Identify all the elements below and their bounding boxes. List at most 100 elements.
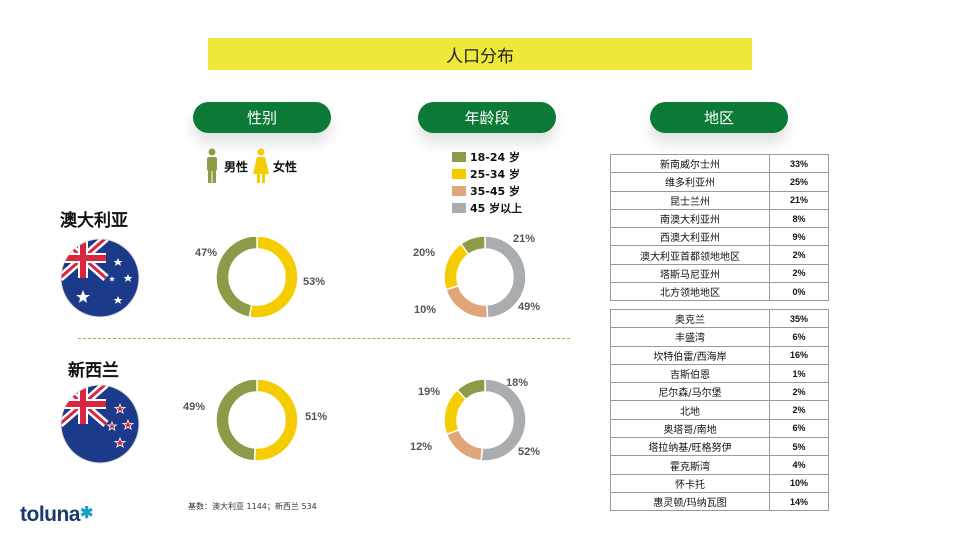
table-row: 塔拉纳基/旺格努伊 5% (610, 437, 829, 457)
region-name-cell: 南澳大利亚州 (610, 208, 770, 229)
table-row: 尼尔森/马尔堡 2% (610, 382, 829, 402)
donut-slice (445, 284, 489, 319)
table-row: 怀卡托 10% (610, 473, 829, 493)
region-value-cell: 33% (769, 153, 829, 174)
table-row: 维多利亚州 25% (610, 172, 829, 192)
region-name-cell: 奥克兰 (610, 308, 770, 329)
table-row: 塔斯马尼亚州 2% (610, 263, 829, 284)
region-name-cell: 塔斯马尼亚州 (610, 263, 770, 284)
new-zealand-flag-icon (60, 384, 140, 464)
region-value-cell: 2% (769, 400, 829, 420)
gender-header: 性别 (193, 102, 331, 133)
data-label-nz-male: 49% (183, 401, 206, 413)
nz-gender-donut (215, 378, 299, 462)
legend-label: 35-45 岁 (470, 184, 521, 198)
donut-slice (443, 242, 470, 291)
table-row: 北方领地地区 0% (610, 282, 829, 302)
donut-slice (456, 378, 486, 401)
data-label-au-25-34: 20% (413, 247, 436, 259)
region-value-cell: 16% (769, 345, 829, 365)
gender-legend: 男性 女性 (204, 148, 297, 184)
logo-text: toluna (20, 503, 81, 526)
region-name-cell: 昆士兰州 (610, 190, 770, 210)
base-note: 基数：澳大利亚 1144；新西兰 534 (188, 502, 317, 511)
data-label-nz-45-plus: 52% (518, 446, 541, 458)
table-row: 惠灵顿/玛纳瓦图 14% (610, 491, 829, 512)
data-label-nz-female: 51% (305, 411, 328, 423)
logo-star-icon: ✱ (80, 505, 93, 522)
region-value-cell: 2% (769, 382, 829, 402)
male-label: 男性 (224, 159, 249, 174)
au-age-donut (443, 235, 527, 319)
region-name-cell: 维多利亚州 (610, 172, 770, 192)
region-name-cell: 塔拉纳基/旺格努伊 (610, 437, 770, 457)
donut-slice (253, 378, 299, 462)
region-name-cell: 惠灵顿/玛纳瓦图 (610, 491, 770, 512)
region-name-cell: 北方领地地区 (610, 282, 770, 302)
table-row: 南澳大利亚州 8% (610, 208, 829, 229)
region-value-cell: 5% (769, 437, 829, 457)
section-divider (78, 338, 570, 339)
region-value-cell: 8% (769, 208, 829, 229)
region-value-cell: 21% (769, 190, 829, 210)
table-row: 新南威尔士州 33% (610, 153, 829, 174)
country-label-new-zealand: 新西兰 (68, 361, 119, 381)
region-value-cell: 2% (769, 245, 829, 265)
region-name-cell: 澳大利亚首都领地地区 (610, 245, 770, 265)
legend-item-45-plus: 45 岁以上 (452, 199, 522, 216)
table-row: 奥克兰 35% (610, 308, 829, 329)
nz-age-donut (443, 378, 527, 462)
region-value-cell: 14% (769, 491, 829, 512)
region-value-cell: 2% (769, 263, 829, 284)
data-label-au-male: 47% (195, 247, 218, 259)
legend-swatch (452, 202, 466, 213)
female-label: 女性 (273, 159, 298, 174)
region-value-cell: 35% (769, 308, 829, 329)
data-label-au-female: 53% (303, 276, 326, 288)
age-legend: 18-24 岁 25-34 岁 35-45 岁 45 岁以上 (452, 148, 522, 216)
donut-slice (215, 235, 258, 319)
table-row: 吉斯伯恩 1% (610, 363, 829, 384)
donut-slice (459, 235, 486, 256)
table-row: 昆士兰州 21% (610, 190, 829, 210)
legend-label: 45 岁以上 (470, 201, 523, 215)
data-label-au-35-45: 21% (513, 233, 536, 245)
table-row: 霍克斯湾 4% (610, 455, 829, 475)
data-label-nz-18-24: 12% (410, 441, 433, 453)
legend-item-35-45: 35-45 岁 (452, 182, 522, 199)
data-label-au-45-plus: 49% (518, 301, 541, 313)
table-row: 澳大利亚首都领地地区 2% (610, 245, 829, 265)
region-name-cell: 霍克斯湾 (610, 455, 770, 475)
au-gender-donut (215, 235, 299, 319)
region-name-cell: 怀卡托 (610, 473, 770, 493)
data-label-nz-35-45: 18% (506, 377, 529, 389)
data-label-nz-25-34: 19% (418, 386, 441, 398)
male-figure-icon (207, 148, 217, 183)
region-value-cell: 4% (769, 455, 829, 475)
data-label-au-18-24: 10% (414, 304, 437, 316)
legend-swatch (452, 168, 466, 179)
region-name-cell: 新南威尔士州 (610, 153, 770, 174)
legend-label: 18-24 岁 (470, 150, 521, 164)
region-name-cell: 西澳大利亚州 (610, 227, 770, 247)
region-value-cell: 10% (769, 473, 829, 493)
region-name-cell: 尼尔森/马尔堡 (610, 382, 770, 402)
au-region-table: 新南威尔士州 33% 维多利亚州 25% 昆士兰州 21% 南澳大利亚州 8% 西澳大利亚州 9%… (610, 153, 829, 302)
region-value-cell: 9% (769, 227, 829, 247)
page-title: 人口分布 (208, 38, 752, 70)
region-header: 地区 (650, 102, 788, 133)
region-name-cell: 坎特伯雷/西海岸 (610, 345, 770, 365)
nz-region-table: 奥克兰 35% 丰盛湾 6% 坎特伯雷/西海岸 16% 吉斯伯恩 1% 尼尔森/马尔堡 2% 北地 2… (610, 308, 829, 512)
table-row: 奥塔哥/南地 6% (610, 418, 829, 439)
legend-item-18-24: 18-24 岁 (452, 148, 522, 165)
table-row: 坎特伯雷/西海岸 16% (610, 345, 829, 365)
legend-label: 25-34 岁 (470, 167, 521, 181)
donut-slice (215, 378, 258, 462)
region-value-cell: 25% (769, 172, 829, 192)
australia-flag-icon (60, 238, 140, 318)
region-name-cell: 北地 (610, 400, 770, 420)
region-name-cell: 奥塔哥/南地 (610, 418, 770, 439)
country-label-australia: 澳大利亚 (60, 211, 128, 231)
region-value-cell: 6% (769, 418, 829, 439)
toluna-logo: toluna✱ (20, 503, 93, 527)
